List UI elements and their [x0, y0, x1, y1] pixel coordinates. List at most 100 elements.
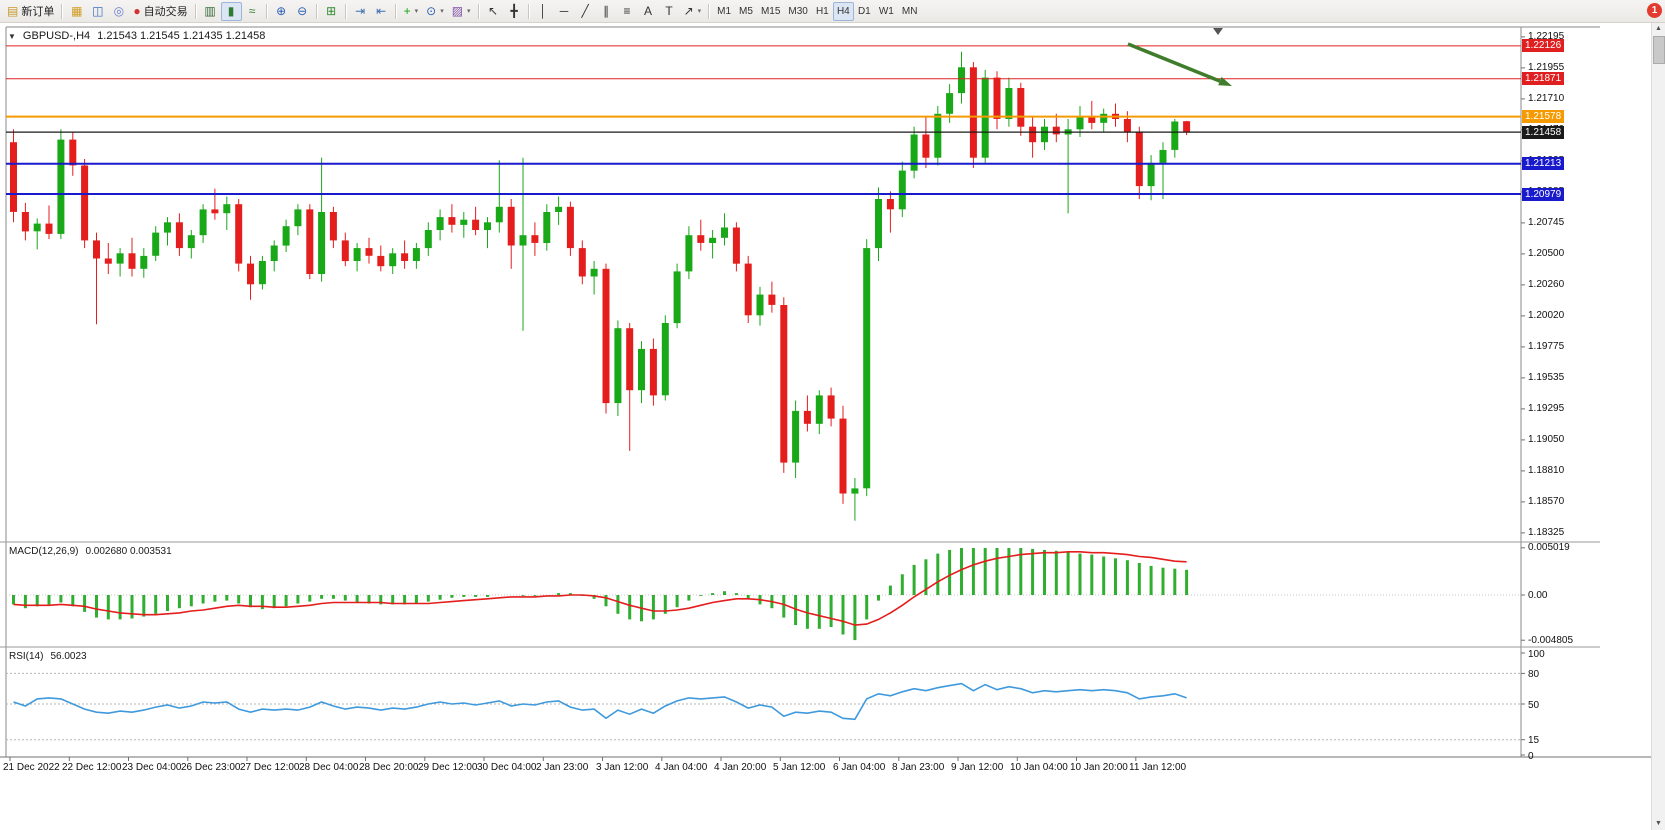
auto-trading-label: 自动交易	[143, 6, 188, 18]
indicators-caret-icon: ▾	[414, 8, 419, 15]
scroll-up-icon[interactable]: ▲	[1655, 25, 1662, 32]
trendline-button[interactable]: ╱	[575, 2, 596, 21]
text-button[interactable]: A	[638, 2, 659, 21]
tile-windows-button[interactable]: ⊞	[321, 2, 342, 21]
arrows-caret-icon: ▾	[697, 8, 702, 15]
chart-shift-icon: ⇤	[376, 4, 387, 18]
tf-m15-button[interactable]: M15	[757, 2, 784, 21]
auto-scroll-icon: ⇥	[355, 4, 366, 18]
vertical-scrollbar[interactable]: ▲ ▼	[1651, 22, 1665, 830]
templates-button[interactable]: ▨ ▾	[448, 2, 475, 21]
macd-label: MACD(12,26,9)	[9, 546, 79, 557]
toolbar-separator	[477, 3, 480, 19]
vertical-line-button[interactable]: │	[533, 2, 554, 21]
text-label-button[interactable]: T	[659, 2, 680, 21]
chart-header: ▼ GBPUSD-,H4 1.21543 1.21545 1.21435 1.2…	[8, 30, 265, 42]
tf-w1-label: W1	[878, 5, 894, 17]
tf-mn-button[interactable]: MN	[898, 2, 922, 21]
toolbar-separator	[315, 3, 318, 19]
toolbar-separator	[394, 3, 397, 19]
toolbar-separator	[265, 3, 268, 19]
bar-chart-button[interactable]: ▥	[200, 2, 221, 21]
notification-badge[interactable]: 1	[1647, 3, 1662, 18]
candlestick-chart-icon: ▮	[227, 4, 235, 18]
market-watch-button[interactable]: ▦	[66, 2, 87, 21]
zoom-out-icon: ⊖	[297, 4, 308, 18]
market-watch-icon: ▦	[71, 4, 83, 18]
cursor-icon: ↖	[488, 4, 499, 18]
periods-icon: ⊙	[426, 4, 437, 18]
line-chart-button[interactable]: ≈	[242, 2, 263, 21]
horizontal-line-button[interactable]: ─	[554, 2, 575, 21]
new-order-button[interactable]: ▤ 新订单	[3, 2, 58, 21]
templates-caret-icon: ▾	[467, 8, 471, 15]
scroll-down-icon[interactable]: ▼	[1655, 820, 1662, 827]
toolbar-separator	[61, 3, 64, 19]
chart-shift-marker	[1213, 28, 1223, 35]
toolbar-buttons: ▤ 新订单 ▦ ◫ ◎ ● 自动交易 ▥ ▮ ≈ ⊕ ⊖ ⊞ ⇥ ⇤ + ▾ ⊙ ▾ ▨ ▾ ↖ ╋ │ ─ ╱ ∥ ≡ A T ↗ ▾ M1 M…	[3, 0, 921, 22]
data-window-button[interactable]: ◫	[87, 2, 108, 21]
auto-trading-button[interactable]: ● 自动交易	[129, 2, 191, 21]
candlestick-chart-button[interactable]: ▮	[220, 1, 242, 21]
tile-windows-icon: ⊞	[326, 4, 337, 18]
toolbar-separator	[527, 3, 530, 19]
cursor-button[interactable]: ↖	[483, 2, 504, 21]
fibonacci-button[interactable]: ≡	[617, 2, 638, 21]
rsi-header: RSI(14) 56.0023	[9, 651, 87, 662]
tf-h1-button[interactable]: H1	[812, 2, 833, 21]
scrollbar-thumb[interactable]	[1653, 36, 1665, 64]
zoom-in-button[interactable]: ⊕	[271, 2, 292, 21]
templates-icon: ▨	[451, 4, 464, 18]
equidistant-channel-button[interactable]: ∥	[596, 2, 617, 21]
tf-m1-label: M1	[717, 5, 732, 17]
tf-h1-label: H1	[815, 5, 829, 17]
tf-d1-label: D1	[857, 5, 871, 17]
new-order-label: 新订单	[21, 6, 55, 18]
navigator-icon: ◎	[113, 4, 125, 18]
data-window-icon: ◫	[92, 4, 104, 18]
periods-caret-icon: ▾	[440, 8, 444, 15]
bar-chart-icon: ▥	[204, 4, 216, 18]
fibonacci-icon: ≡	[623, 4, 631, 18]
tf-d1-button[interactable]: D1	[854, 2, 875, 21]
tf-m1-button[interactable]: M1	[713, 2, 735, 21]
equidistant-channel-icon: ∥	[603, 4, 610, 18]
new-order-icon: ▤	[7, 4, 19, 18]
macd-header: MACD(12,26,9) 0.002680 0.003531	[9, 546, 172, 557]
collapse-icon[interactable]: ▼	[8, 31, 16, 41]
tf-w1-button[interactable]: W1	[875, 2, 898, 21]
arrows-button[interactable]: ↗ ▾	[680, 2, 706, 21]
tf-mn-label: MN	[901, 5, 918, 17]
tf-h4-button[interactable]: H4	[832, 1, 854, 21]
tf-m30-button[interactable]: M30	[784, 2, 811, 21]
tf-m5-button[interactable]: M5	[735, 2, 757, 21]
tf-m30-label: M30	[788, 5, 808, 17]
periods-button[interactable]: ⊙ ▾	[422, 2, 448, 21]
rsi-label: RSI(14)	[9, 651, 44, 662]
symbol-timeframe: GBPUSD-,H4	[22, 30, 91, 42]
tf-m15-label: M15	[760, 5, 781, 17]
line-chart-icon: ≈	[248, 4, 256, 18]
text-icon: A	[644, 4, 653, 18]
auto-scroll-button[interactable]: ⇥	[350, 2, 371, 21]
rsi-value: 56.0023	[50, 651, 87, 662]
zoom-in-icon: ⊕	[276, 4, 287, 18]
crosshair-button[interactable]: ╋	[504, 2, 525, 21]
vertical-line-icon: │	[539, 4, 547, 18]
toolbar: ▤ 新订单 ▦ ◫ ◎ ● 自动交易 ▥ ▮ ≈ ⊕ ⊖ ⊞ ⇥ ⇤ + ▾ ⊙ ▾ ▨ ▾ ↖ ╋ │ ─ ╱ ∥ ≡ A T ↗ ▾ M1 M…	[0, 0, 1665, 23]
text-label-icon: T	[665, 4, 673, 18]
chart-shift-button[interactable]: ⇤	[371, 2, 392, 21]
indicators-icon: +	[403, 4, 411, 18]
crosshair-icon: ╋	[510, 4, 518, 18]
auto-trading-icon: ●	[133, 4, 141, 18]
toolbar-separator	[708, 3, 711, 19]
navigator-button[interactable]: ◎	[108, 2, 129, 21]
zoom-out-button[interactable]: ⊖	[292, 2, 313, 21]
horizontal-line-icon: ─	[559, 4, 569, 18]
tf-h4-label: H4	[836, 5, 850, 17]
trendline-icon: ╱	[581, 4, 589, 18]
indicators-button[interactable]: + ▾	[400, 2, 423, 21]
arrows-icon: ↗	[683, 4, 694, 18]
toolbar-separator	[194, 3, 197, 19]
